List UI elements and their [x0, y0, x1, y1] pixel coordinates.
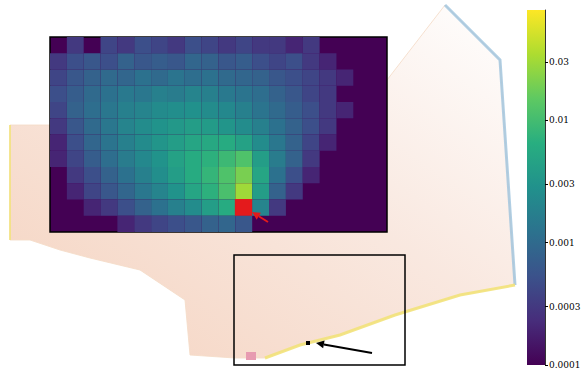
svg-text:0.001: 0.001: [549, 238, 575, 248]
svg-text:0.0003: 0.0003: [549, 302, 581, 312]
svg-text:0.003: 0.003: [549, 179, 575, 189]
svg-text:0.03: 0.03: [549, 57, 569, 67]
svg-text:0.0001: 0.0001: [549, 360, 581, 370]
svg-text:0.01: 0.01: [549, 115, 569, 125]
